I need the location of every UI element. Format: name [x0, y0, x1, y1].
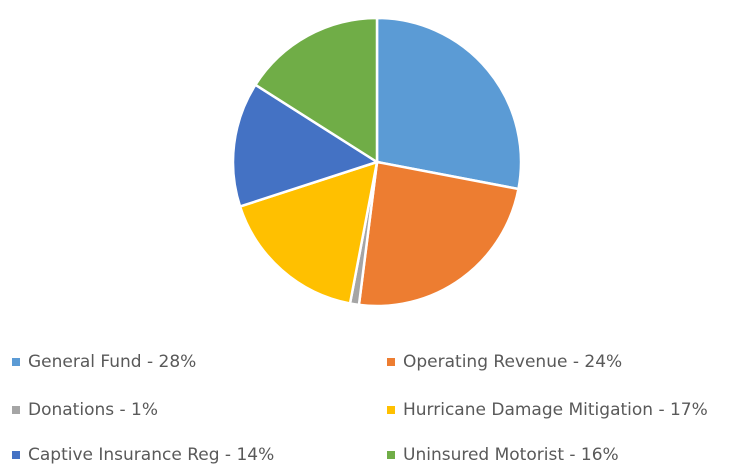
pie-slice [375, 16, 523, 191]
legend-marker [387, 406, 395, 414]
pie-slice [253, 16, 379, 165]
legend-marker [12, 406, 20, 414]
legend-marker [12, 358, 20, 366]
legend-marker [387, 358, 395, 366]
legend-label: General Fund - 28% [28, 352, 196, 372]
pie-slice [231, 83, 380, 209]
legend-marker [12, 451, 20, 459]
pie-slice [238, 160, 379, 305]
legend-label: Uninsured Motorist - 16% [403, 445, 619, 464]
legend-label: Donations - 1% [28, 400, 158, 420]
legend-label: Hurricane Damage Mitigation - 17% [403, 400, 708, 420]
legend-label: Captive Insurance Reg - 14% [28, 445, 274, 464]
legend-marker [387, 451, 395, 459]
legend-label: Operating Revenue - 24% [403, 352, 622, 372]
pie-slice [357, 160, 520, 308]
